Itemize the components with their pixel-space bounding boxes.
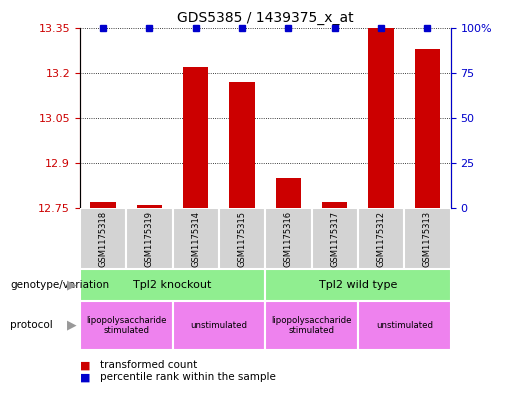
Bar: [80, 269, 265, 301]
Bar: [80, 208, 126, 269]
Text: unstimulated: unstimulated: [376, 321, 433, 330]
Text: GSM1175313: GSM1175313: [423, 211, 432, 267]
Text: lipopolysaccharide
stimulated: lipopolysaccharide stimulated: [271, 316, 352, 335]
Bar: [358, 301, 451, 350]
Bar: [415, 49, 440, 208]
Text: ▶: ▶: [66, 319, 76, 332]
Text: GSM1175317: GSM1175317: [330, 211, 339, 267]
Bar: [136, 205, 162, 208]
Bar: [358, 208, 404, 269]
Bar: [404, 208, 451, 269]
Bar: [312, 208, 358, 269]
Text: protocol: protocol: [10, 320, 53, 331]
Bar: [90, 202, 116, 208]
Text: unstimulated: unstimulated: [191, 321, 247, 330]
Bar: [265, 301, 358, 350]
Bar: [265, 208, 312, 269]
Bar: [80, 301, 173, 350]
Text: GSM1175315: GSM1175315: [237, 211, 247, 267]
Text: transformed count: transformed count: [100, 360, 198, 371]
Bar: [276, 178, 301, 208]
Text: GSM1175318: GSM1175318: [98, 211, 108, 267]
Bar: [265, 269, 451, 301]
Bar: [322, 202, 348, 208]
Text: ■: ■: [80, 372, 90, 382]
Bar: [183, 67, 209, 208]
Bar: [368, 28, 394, 208]
Text: GSM1175319: GSM1175319: [145, 211, 154, 267]
Title: GDS5385 / 1439375_x_at: GDS5385 / 1439375_x_at: [177, 11, 353, 25]
Bar: [173, 208, 219, 269]
Bar: [229, 82, 255, 208]
Bar: [173, 301, 265, 350]
Text: GSM1175314: GSM1175314: [191, 211, 200, 267]
Text: GSM1175312: GSM1175312: [376, 211, 386, 267]
Text: Tpl2 wild type: Tpl2 wild type: [319, 280, 397, 290]
Text: Tpl2 knockout: Tpl2 knockout: [133, 280, 212, 290]
Text: ▶: ▶: [66, 278, 76, 292]
Text: percentile rank within the sample: percentile rank within the sample: [100, 372, 277, 382]
Text: ■: ■: [80, 360, 90, 371]
Bar: [219, 208, 265, 269]
Text: GSM1175316: GSM1175316: [284, 211, 293, 267]
Text: lipopolysaccharide
stimulated: lipopolysaccharide stimulated: [86, 316, 166, 335]
Bar: [126, 208, 173, 269]
Text: genotype/variation: genotype/variation: [10, 280, 109, 290]
